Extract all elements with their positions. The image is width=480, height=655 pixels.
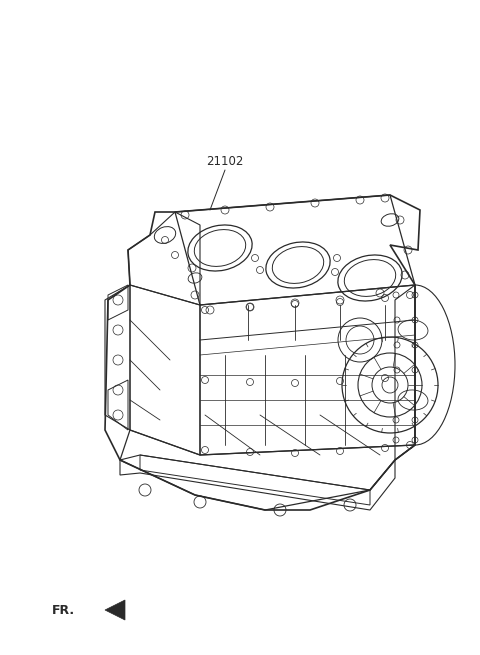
Text: FR.: FR. xyxy=(52,603,75,616)
Text: 21102: 21102 xyxy=(206,155,244,168)
Polygon shape xyxy=(105,600,125,620)
